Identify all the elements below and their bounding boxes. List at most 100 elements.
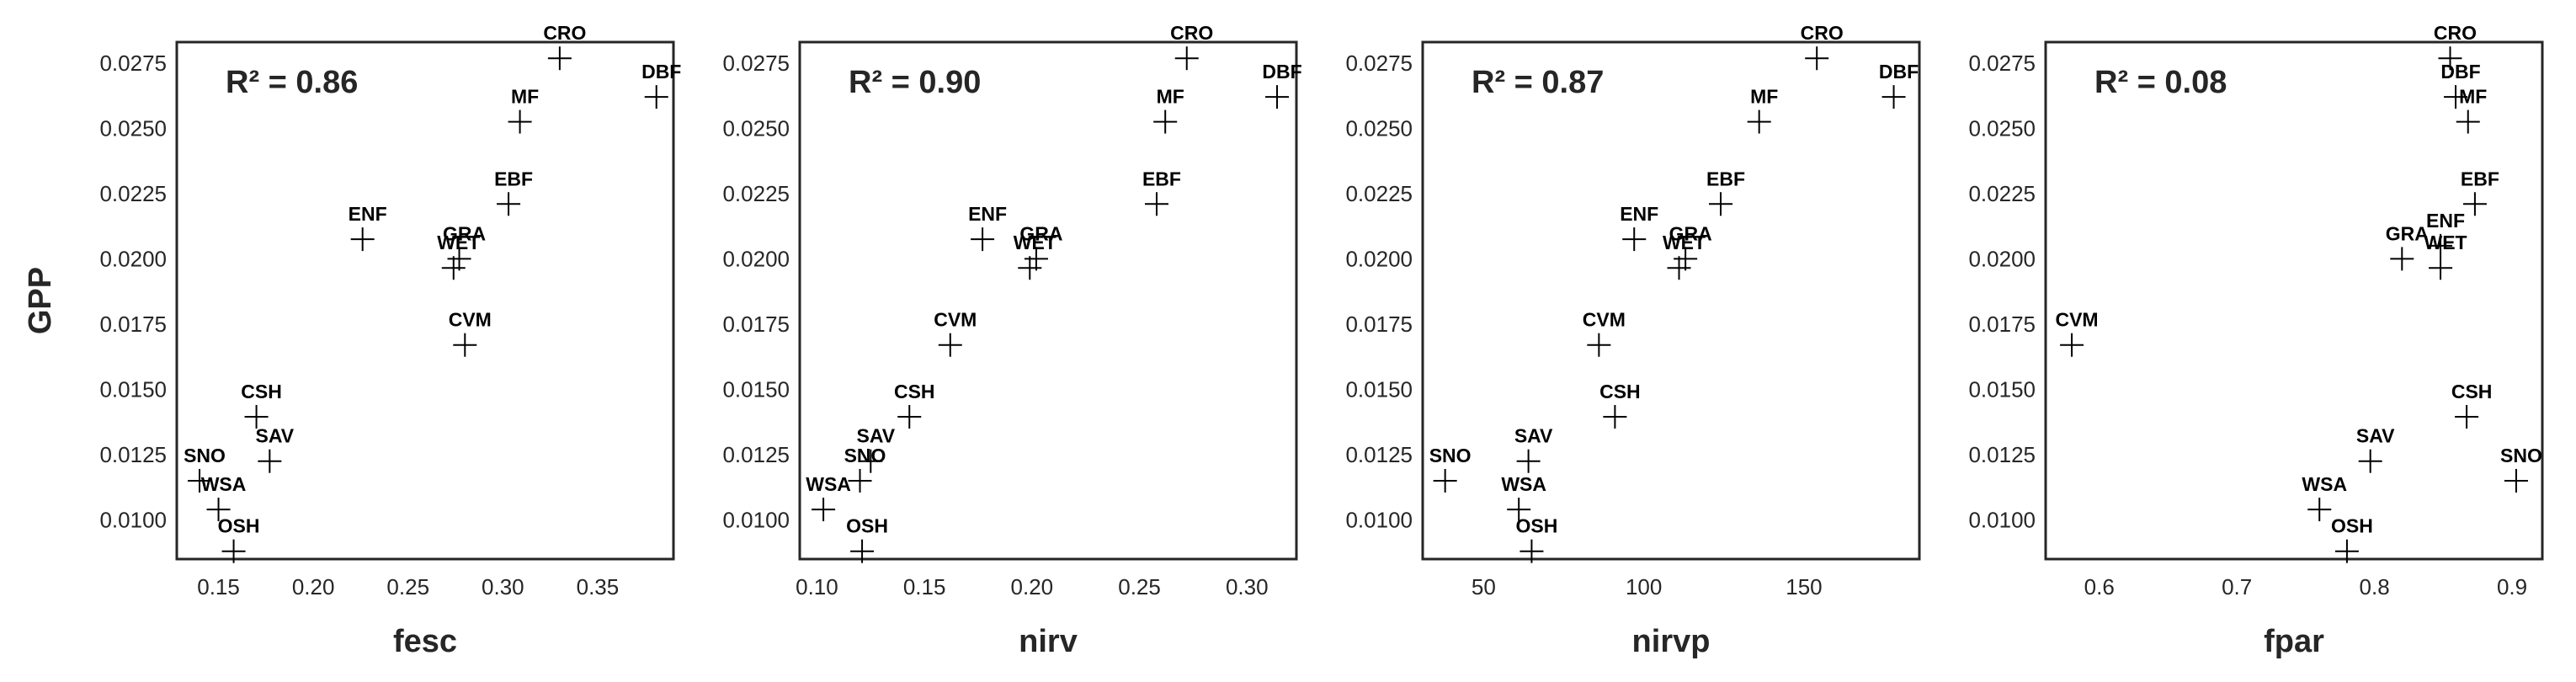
- point-label: DBF: [1879, 61, 1919, 83]
- y-tick-label: 0.0150: [1345, 376, 1413, 402]
- point-label: EBF: [1142, 168, 1181, 189]
- point-label: CRO: [1170, 22, 1213, 44]
- y-tick-label: 0.0250: [1968, 115, 2036, 141]
- point-cvm: CVM: [1583, 309, 1626, 357]
- point-gra: GRA: [2386, 222, 2429, 271]
- point-csh: CSH: [1599, 381, 1641, 429]
- y-tick-label: 0.0200: [1968, 246, 2036, 271]
- point-label: OSH: [2331, 515, 2373, 537]
- y-tick-label: 0.0150: [99, 376, 167, 402]
- point-wsa: WSA: [806, 473, 851, 522]
- point-enf: ENF: [1620, 203, 1658, 252]
- point-label: SNO: [844, 445, 886, 466]
- point-label: WSA: [806, 473, 851, 495]
- point-gra: GRA: [443, 222, 486, 271]
- point-label: WET: [1014, 232, 1056, 253]
- y-tick-label: 0.0275: [99, 51, 167, 76]
- point-osh: OSH: [2331, 515, 2373, 563]
- y-tick-label: 0.0250: [722, 115, 790, 141]
- point-ebf: EBF: [1142, 168, 1181, 216]
- y-tick-label: 0.0150: [722, 376, 790, 402]
- point-wet: WET: [2424, 232, 2467, 280]
- x-tick-label: 0.7: [2222, 574, 2252, 599]
- y-tick-label: 0.0225: [1345, 181, 1413, 206]
- x-tick-label: 0.10: [796, 574, 838, 599]
- point-label: SAV: [1514, 425, 1553, 447]
- point-ebf: EBF: [2461, 168, 2499, 216]
- x-tick-label: 50: [1472, 574, 1496, 599]
- y-tick-label: 0.0100: [722, 507, 790, 532]
- point-csh: CSH: [2451, 381, 2493, 429]
- point-label: GRA: [443, 222, 486, 244]
- point-sno: SNO: [1429, 445, 1472, 493]
- panel-fpar: 0.0100 0.0125 0.0150 0.0175 0.0200 0.0225 0.02…: [1968, 22, 2544, 659]
- y-tick-label: 0.0250: [1345, 115, 1413, 141]
- point-label: SNO: [2500, 445, 2542, 466]
- y-tick-label: 0.0225: [99, 181, 167, 206]
- point-label: CRO: [1801, 22, 1844, 44]
- point-cvm: CVM: [2055, 309, 2099, 357]
- x-tick-label: 0.8: [2360, 574, 2390, 599]
- point-label: CRO: [543, 22, 586, 44]
- point-enf: ENF: [968, 203, 1007, 252]
- plot-frame: [1421, 40, 1921, 561]
- panels: 0.0100 0.0125 0.0150 0.0175 0.0200 0.0225 0.02…: [23, 22, 2544, 659]
- y-tick-label: 0.0275: [1345, 51, 1413, 76]
- point-label: ENF: [1620, 203, 1658, 225]
- plot-frame: [798, 40, 1298, 561]
- point-sav: SAV: [2356, 425, 2395, 473]
- y-tick-label: 0.0200: [1345, 246, 1413, 271]
- point-label: WET: [2424, 232, 2467, 253]
- y-tick-label: 0.0225: [1968, 181, 2036, 206]
- x-tick-label: 0.20: [292, 574, 335, 599]
- x-axis-label: nirv: [1019, 624, 1078, 659]
- y-tick-label: 0.0100: [1968, 507, 2036, 532]
- x-tick-label: 150: [1786, 574, 1822, 599]
- point-cro: CRO: [1801, 22, 1844, 71]
- point-label: DBF: [2440, 61, 2480, 83]
- point-sav: SAV: [256, 425, 295, 473]
- point-label: CVM: [1583, 309, 1626, 331]
- point-label: MF: [2459, 86, 2487, 108]
- point-ebf: EBF: [494, 168, 533, 216]
- point-label: WET: [437, 232, 480, 253]
- point-label: CSH: [894, 381, 935, 402]
- point-label: OSH: [846, 515, 888, 537]
- point-label: ENF: [2426, 210, 2465, 232]
- x-tick-label: 0.9: [2497, 574, 2527, 599]
- point-wet: WET: [437, 232, 480, 280]
- y-tick-label: 0.0275: [1968, 51, 2036, 76]
- point-label: CSH: [2451, 381, 2493, 402]
- x-tick-label: 0.35: [577, 574, 620, 599]
- y-tick-label: 0.0100: [99, 507, 167, 532]
- point-cro: CRO: [1170, 22, 1213, 71]
- y-tick-label: 0.0100: [1345, 507, 1413, 532]
- y-tick-label: 0.0150: [1968, 376, 2036, 402]
- point-sav: SAV: [1514, 425, 1553, 473]
- x-axis-label: nirvp: [1632, 624, 1711, 659]
- point-label: ENF: [349, 203, 387, 225]
- point-cro: CRO: [543, 22, 586, 71]
- point-label: SAV: [256, 425, 295, 447]
- point-wet: WET: [1663, 232, 1706, 280]
- point-label: MF: [1157, 86, 1184, 108]
- x-tick-label: 0.30: [1226, 574, 1269, 599]
- y-tick-label: 0.0175: [1345, 312, 1413, 337]
- point-label: SAV: [2356, 425, 2395, 447]
- point-label: WSA: [2302, 473, 2347, 495]
- y-tick-label: 0.0125: [722, 442, 790, 467]
- point-sno: SNO: [2500, 445, 2542, 493]
- point-dbf: DBF: [2440, 61, 2481, 109]
- y-tick-label: 0.0275: [722, 51, 790, 76]
- point-sno: SNO: [184, 445, 226, 493]
- point-osh: OSH: [846, 515, 888, 563]
- panel-fesc: 0.0100 0.0125 0.0150 0.0175 0.0200 0.0225 0.02…: [23, 22, 681, 659]
- x-tick-label: 0.20: [1011, 574, 1054, 599]
- r-squared-annotation: R² = 0.86: [226, 65, 358, 100]
- point-label: OSH: [218, 515, 260, 537]
- point-sav: SAV: [856, 425, 896, 473]
- point-mf: MF: [2456, 86, 2487, 134]
- point-ebf: EBF: [1706, 168, 1745, 216]
- point-label: WSA: [1501, 473, 1546, 495]
